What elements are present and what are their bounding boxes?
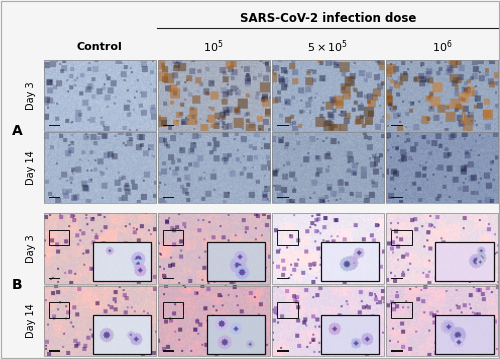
Text: Day 14: Day 14 — [26, 150, 36, 185]
Bar — [158, 213, 270, 284]
Bar — [163, 230, 184, 245]
Text: $5 \times 10^5$: $5 \times 10^5$ — [307, 39, 348, 55]
Bar — [163, 278, 174, 279]
Bar — [158, 132, 270, 203]
Bar — [278, 278, 288, 279]
Bar — [386, 60, 498, 131]
Bar — [435, 242, 494, 281]
Bar — [272, 132, 384, 203]
Text: A: A — [12, 125, 22, 139]
Bar — [49, 350, 60, 351]
Bar — [49, 302, 70, 318]
Bar — [386, 132, 498, 203]
Bar — [158, 60, 270, 131]
Bar — [278, 197, 288, 198]
Bar — [163, 197, 174, 198]
Bar — [278, 302, 297, 318]
Text: $10^6$: $10^6$ — [432, 39, 452, 55]
Text: Day 3: Day 3 — [26, 234, 36, 263]
Bar — [278, 125, 288, 126]
Bar — [392, 278, 402, 279]
Bar — [386, 286, 498, 356]
Bar — [386, 213, 498, 284]
Text: Day 3: Day 3 — [26, 81, 36, 109]
Bar — [207, 315, 266, 354]
Bar — [392, 230, 411, 245]
Bar — [278, 230, 297, 245]
Bar — [321, 242, 380, 281]
Text: Day 14: Day 14 — [26, 304, 36, 339]
Bar — [44, 286, 156, 356]
Bar — [93, 242, 151, 281]
Bar — [163, 302, 184, 318]
Bar — [392, 350, 402, 351]
Bar — [392, 197, 402, 198]
Text: Control: Control — [76, 42, 122, 52]
Text: $10^5$: $10^5$ — [204, 39, 224, 55]
Bar — [272, 213, 384, 284]
Bar — [392, 125, 402, 126]
Bar — [49, 125, 60, 126]
Bar — [93, 315, 151, 354]
Text: B: B — [12, 278, 22, 292]
Bar — [49, 278, 60, 279]
Bar — [158, 286, 270, 356]
Bar — [207, 242, 266, 281]
Bar — [435, 315, 494, 354]
Bar — [392, 302, 411, 318]
Bar — [272, 286, 384, 356]
Bar — [44, 132, 156, 203]
Bar — [44, 60, 156, 131]
Bar — [44, 213, 156, 284]
Text: SARS-CoV-2 infection dose: SARS-CoV-2 infection dose — [240, 12, 416, 25]
Bar — [272, 60, 384, 131]
Bar — [163, 125, 174, 126]
Bar — [278, 350, 288, 351]
Bar — [49, 230, 70, 245]
Bar — [321, 315, 380, 354]
Bar — [163, 350, 174, 351]
Bar — [49, 197, 60, 198]
